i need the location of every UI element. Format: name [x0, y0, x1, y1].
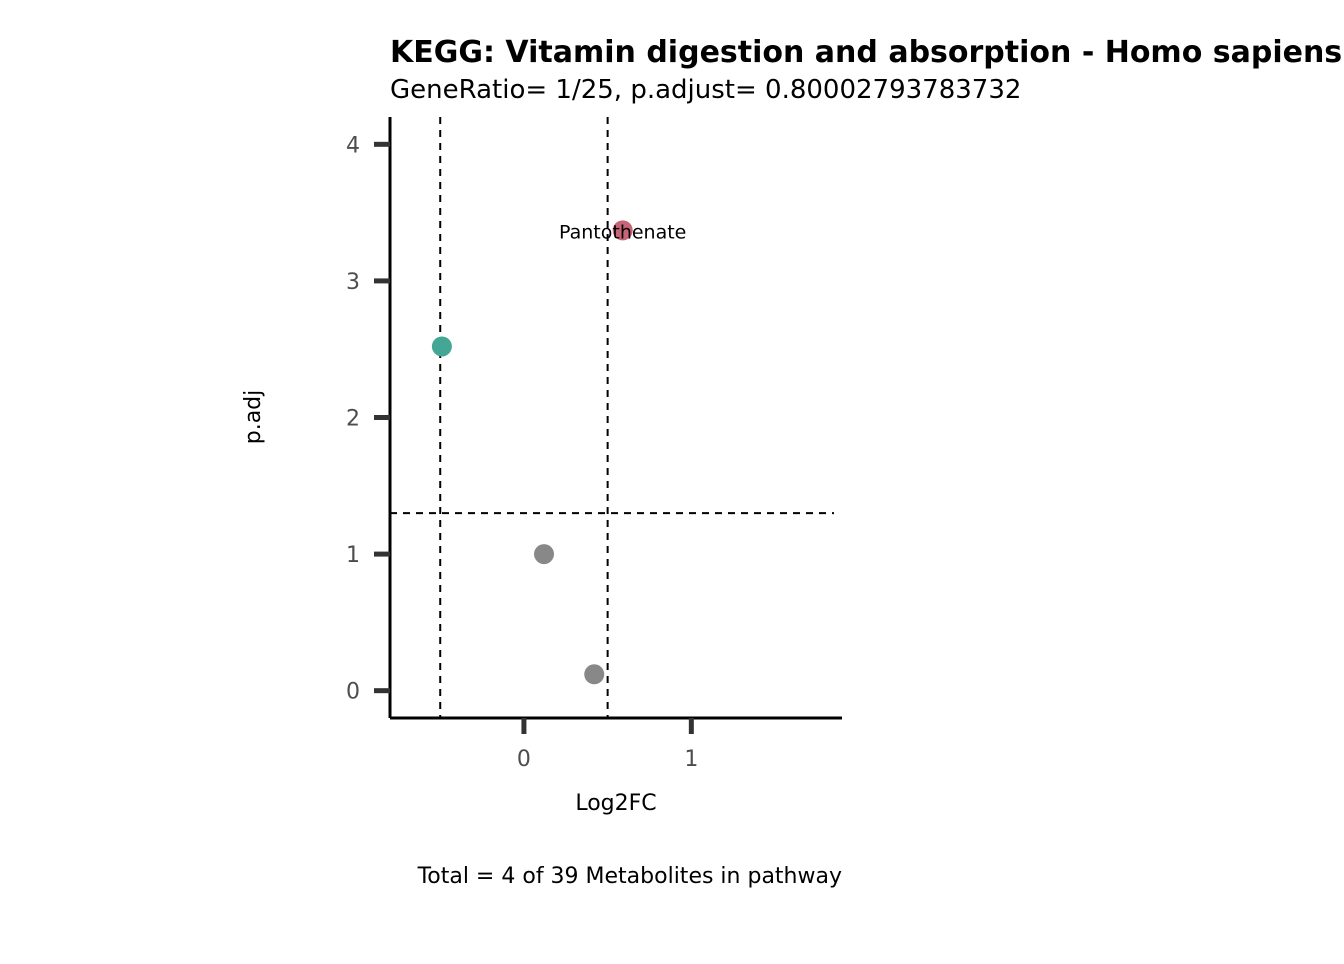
reference-lines — [390, 117, 834, 718]
point-label-1: Pantothenate — [559, 221, 686, 243]
x-tick-label-0: 0 — [517, 747, 531, 772]
chart-caption: Total = 4 of 39 Metabolites in pathway — [417, 864, 842, 889]
y-axis-title: p.adj — [241, 390, 266, 445]
y-tick-label-2: 2 — [346, 407, 360, 432]
x-tick-label-1: 1 — [684, 747, 698, 772]
data-point-4 — [584, 664, 605, 685]
y-tick-label-4: 4 — [346, 133, 360, 158]
point-labels: Pantothenate — [559, 221, 686, 243]
ticks: 0 1 0 1 2 3 4 — [346, 133, 698, 772]
chart-title: KEGG: Vitamin digestion and absorption -… — [390, 35, 1344, 70]
data-point-2 — [431, 336, 452, 357]
axes — [388, 117, 842, 720]
x-axis-title: Log2FC — [575, 791, 656, 816]
points — [431, 220, 633, 685]
data-point-1 — [612, 220, 633, 241]
y-tick-label-1: 1 — [346, 543, 360, 568]
data-point-3 — [534, 544, 555, 565]
y-tick-label-0: 0 — [346, 680, 360, 705]
chart-subtitle: GeneRatio= 1/25, p.adjust= 0.80002793783… — [390, 75, 1021, 105]
y-tick-label-3: 3 — [346, 270, 360, 295]
